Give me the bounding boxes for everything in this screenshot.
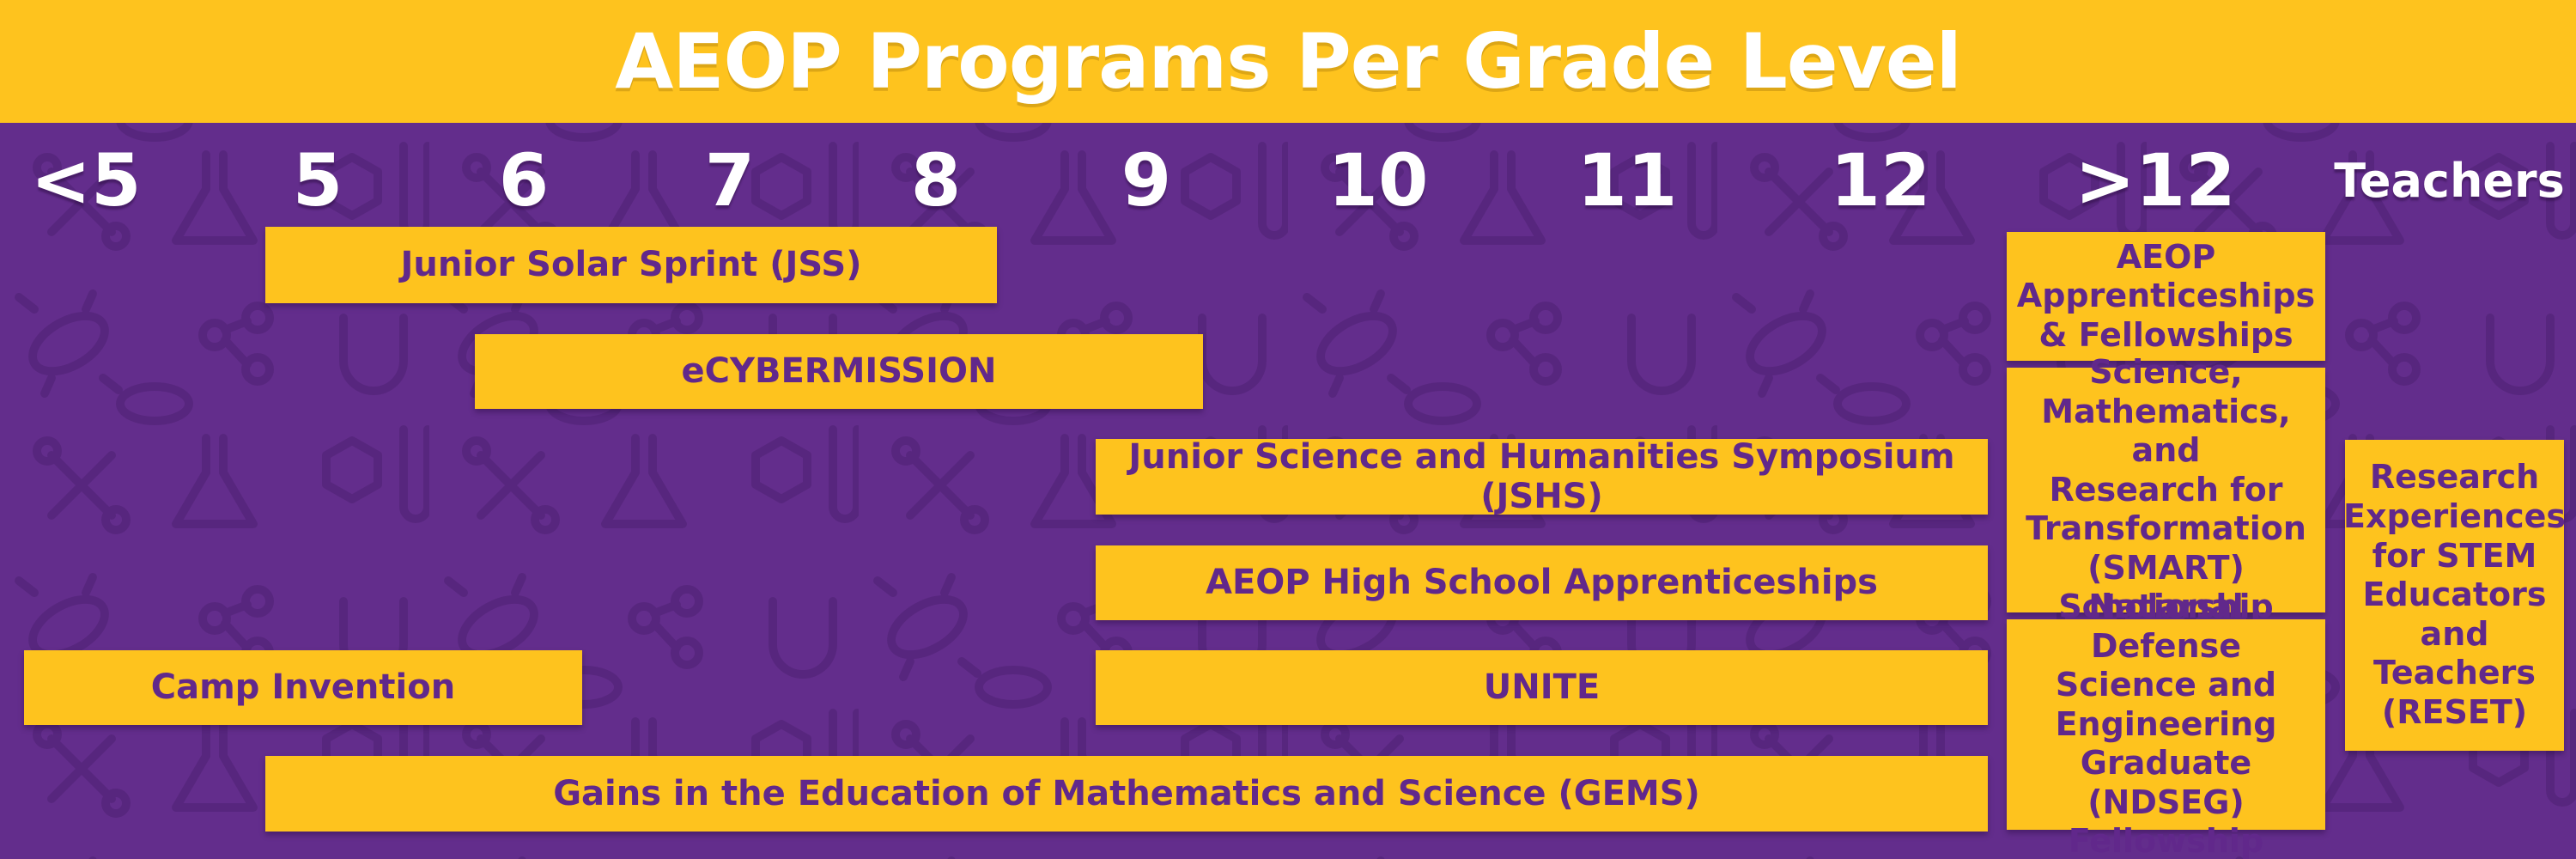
grade-header-8: 8 [910, 138, 962, 222]
title-banner: AEOP Programs Per Grade Level [0, 0, 2576, 123]
program-line: Research for [2049, 470, 2283, 509]
program-line: Transformation [2026, 509, 2306, 548]
program-line: & Fellowships [2038, 315, 2293, 354]
grade-header-teachers: Teachers [2334, 153, 2565, 208]
program-line: (SMART) [2087, 548, 2245, 587]
grade-header-above-12: >12 [2075, 138, 2236, 222]
program-line: AEOP [2116, 237, 2216, 276]
program-line: Mathematics, and [2041, 392, 2291, 470]
program-line: National Defense [2088, 587, 2244, 665]
program-bar-jshs: Junior Science and Humanities Symposium … [1096, 437, 1988, 516]
grade-header-7: 7 [704, 138, 756, 222]
program-line: Apprenticeships [2016, 277, 2316, 315]
program-box-reset: Research Experiences for STEM Educators … [2343, 440, 2566, 751]
program-line: Research [2369, 458, 2540, 497]
page-title: AEOP Programs Per Grade Level [615, 17, 1962, 106]
program-bar-jss: Junior Solar Sprint (JSS) [265, 227, 997, 303]
program-bar-camp-invention: Camp Invention [24, 650, 582, 725]
program-line: Educators [2362, 576, 2547, 614]
program-box-apprenticeships-fellowships: AEOP Apprenticeships & Fellowships [2007, 232, 2325, 361]
program-bar-unite: UNITE [1096, 650, 1988, 725]
program-bar-gems: Gains in the Education of Mathematics an… [265, 756, 1988, 832]
program-line: Experiences [2343, 497, 2566, 536]
program-line: Science, [2089, 352, 2243, 391]
program-line: for STEM [2372, 536, 2537, 575]
program-line: Engineering [2055, 704, 2277, 743]
grade-header-12: 12 [1830, 138, 1931, 222]
program-bar-ecybermission: eCYBERMISSION [475, 334, 1203, 409]
program-line: Fellowship [2068, 822, 2264, 859]
program-line: Graduate (NDSEG) [2080, 744, 2252, 821]
program-line: and [2420, 614, 2489, 653]
grade-header-11: 11 [1577, 138, 1678, 222]
grade-header-10: 10 [1327, 138, 1429, 222]
grade-header-below-5: <5 [30, 138, 142, 222]
grade-header-9: 9 [1121, 138, 1172, 222]
program-line: Science and [2055, 666, 2277, 704]
program-bar-high-school-apprenticeships: AEOP High School Apprenticeships [1096, 545, 1988, 620]
program-line: Teachers [2373, 654, 2536, 692]
program-box-ndseg-fellowship: National Defense Science and Engineering… [2007, 588, 2325, 859]
program-box-smart-scholarship: Science, Mathematics, and Research for T… [2007, 353, 2325, 625]
grade-header-6: 6 [498, 138, 550, 222]
grade-header-5: 5 [292, 138, 343, 222]
program-line: (RESET) [2381, 692, 2528, 731]
